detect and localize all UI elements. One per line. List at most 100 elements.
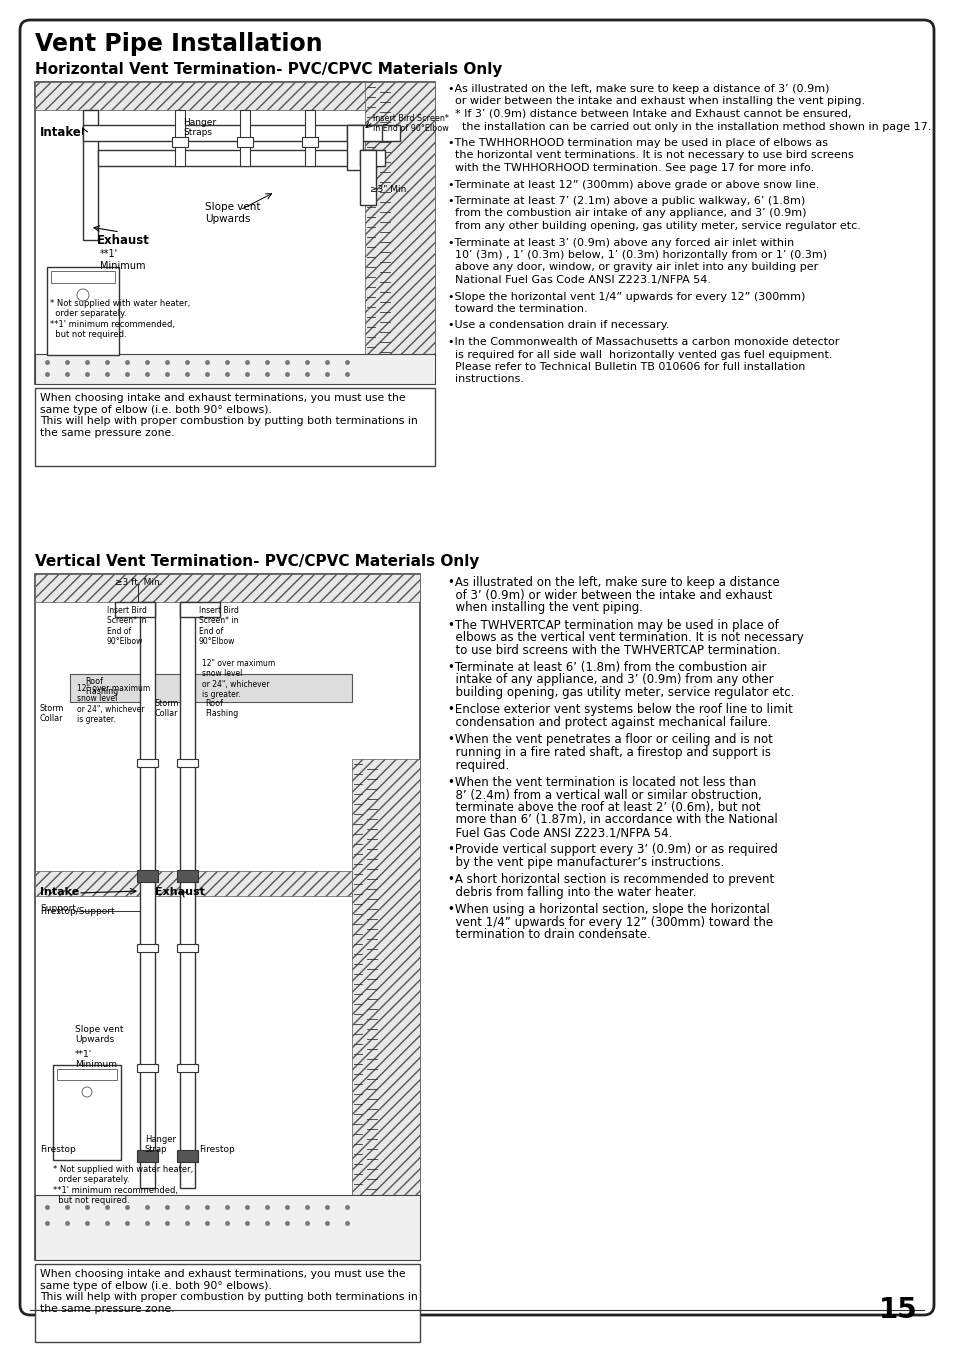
Text: required.: required. [448,758,509,771]
Circle shape [77,289,89,301]
Text: Slope vent
Upwards: Slope vent Upwards [205,203,260,224]
Text: •Provide vertical support every 3’ (0.9m) or as required: •Provide vertical support every 3’ (0.9m… [448,843,777,857]
Text: ≥3 ft. Min.: ≥3 ft. Min. [115,578,162,586]
Text: vent 1/4” upwards for every 12” (300mm) toward the: vent 1/4” upwards for every 12” (300mm) … [448,916,772,929]
Text: •When the vent penetrates a floor or ceiling and is not: •When the vent penetrates a floor or cei… [448,734,772,747]
Text: elbows as the vertical vent termination. It is not necessary: elbows as the vertical vent termination.… [448,631,803,644]
Text: condensation and protect against mechanical failure.: condensation and protect against mechani… [448,716,770,730]
Bar [177,1065,198,1071]
Text: Exhaust: Exhaust [97,234,150,247]
Text: Exhaust: Exhaust [154,888,205,897]
Text: •Terminate at least 3’ (0.9m) above any forced air inlet within: •Terminate at least 3’ (0.9m) above any … [448,238,794,247]
Bar [365,82,435,384]
Text: •As illustrated on the left, make sure to keep a distance of 3’ (0.9m): •As illustrated on the left, make sure t… [448,84,828,95]
Bar [137,759,158,767]
Text: Vertical Vent Termination- PVC/CPVC Materials Only: Vertical Vent Termination- PVC/CPVC Mate… [35,554,478,569]
Text: or wider between the intake and exhaust when installing the vent piping.: or wider between the intake and exhaust … [448,96,864,107]
Text: Please refer to Technical Bulletin TB 010606 for full installation: Please refer to Technical Bulletin TB 01… [448,362,804,372]
Text: Hanger
Straps: Hanger Straps [183,118,216,138]
Text: •The TWHVERTCAP termination may be used in place of: •The TWHVERTCAP termination may be used … [448,619,778,631]
Bar [35,388,435,466]
Text: Intake: Intake [40,888,79,897]
Text: by the vent pipe manufacturer’s instructions.: by the vent pipe manufacturer’s instruct… [448,857,723,869]
Text: ≥3" Min.: ≥3" Min. [370,185,409,195]
Bar [177,759,198,767]
Text: Firestop/Support: Firestop/Support [40,907,114,916]
Text: intake of any appliance, and 3’ (0.9m) from any other: intake of any appliance, and 3’ (0.9m) f… [448,674,773,686]
Text: 12" over maximum
snow level
or 24", whichever
is greater.: 12" over maximum snow level or 24", whic… [77,684,150,724]
Bar [174,109,185,166]
Text: Fuel Gas Code ANSI Z223.1/NFPA 54.: Fuel Gas Code ANSI Z223.1/NFPA 54. [448,825,672,839]
Bar [236,136,253,147]
Bar [35,871,352,896]
Text: Roof
Flashing: Roof Flashing [205,698,238,719]
Text: When choosing intake and exhaust terminations, you must use the
same type of elb: When choosing intake and exhaust termina… [40,1269,417,1313]
Text: instructions.: instructions. [448,374,523,385]
Text: Insert Bird Screen*
in End of 90°Elbow: Insert Bird Screen* in End of 90°Elbow [373,113,449,134]
Bar [172,136,188,147]
Bar [177,870,198,882]
Text: Intake: Intake [40,126,82,139]
Text: •A short horizontal section is recommended to prevent: •A short horizontal section is recommend… [448,874,774,886]
Bar [177,1150,198,1162]
Bar [359,150,375,205]
Text: Support: Support [40,904,76,913]
Text: * Not supplied with water heater,
  order separately.
**1' minimum recommended,
: * Not supplied with water heater, order … [50,299,190,339]
Bar [35,574,419,1260]
Text: * Not supplied with water heater,
  order separately.
**1' minimum recommended,
: * Not supplied with water heater, order … [53,1165,193,1205]
Text: 10’ (3m) , 1’ (0.3m) below, 1’ (0.3m) horizontally from or 1’ (0.3m): 10’ (3m) , 1’ (0.3m) below, 1’ (0.3m) ho… [448,250,826,259]
Text: to use bird screens with the TWHVERTCAP termination.: to use bird screens with the TWHVERTCAP … [448,643,780,657]
Text: Vent Pipe Installation: Vent Pipe Installation [35,32,322,55]
Bar [140,603,154,1188]
Text: the horizontal vent terminations. It is not necessary to use bird screens: the horizontal vent terminations. It is … [448,150,853,161]
Bar [51,272,115,282]
Bar [70,674,352,703]
Text: from any other building opening, gas utility meter, service regulator etc.: from any other building opening, gas uti… [448,222,860,231]
Text: •Terminate at least 7’ (2.1m) above a public walkway, 6’ (1.8m): •Terminate at least 7’ (2.1m) above a pu… [448,196,804,205]
Text: debris from falling into the water heater.: debris from falling into the water heate… [448,886,696,898]
Bar [83,126,399,141]
Text: building opening, gas utility meter, service regulator etc.: building opening, gas utility meter, ser… [448,686,794,698]
Bar [57,1069,117,1079]
Text: when installing the vent piping.: when installing the vent piping. [448,601,642,613]
Bar [347,126,363,170]
Text: When choosing intake and exhaust terminations, you must use the
same type of elb: When choosing intake and exhaust termina… [40,393,417,438]
Bar [359,150,385,166]
Text: Roof
Flashing: Roof Flashing [85,677,118,696]
Bar [35,82,435,384]
Bar [180,603,220,617]
Bar [137,944,158,952]
Text: •When using a horizontal section, slope the horizontal: •When using a horizontal section, slope … [448,904,769,916]
Bar [35,354,435,384]
Text: •When the vent termination is located not less than: •When the vent termination is located no… [448,775,756,789]
Bar [347,126,381,141]
Text: with the TWHHORHOOD termination. See page 17 for more info.: with the TWHHORHOOD termination. See pag… [448,163,813,173]
FancyBboxPatch shape [20,20,933,1315]
Text: Insert Bird
Screen* in
End of
90°Elbow: Insert Bird Screen* in End of 90°Elbow [199,607,238,646]
Bar [53,1065,121,1161]
Text: •As illustrated on the left, make sure to keep a distance: •As illustrated on the left, make sure t… [448,576,779,589]
Text: Storm
Collar: Storm Collar [154,698,179,719]
Text: Horizontal Vent Termination- PVC/CPVC Materials Only: Horizontal Vent Termination- PVC/CPVC Ma… [35,62,502,77]
Text: •In the Commonwealth of Massachusetts a carbon monoxide detector: •In the Commonwealth of Massachusetts a … [448,336,839,347]
Text: is required for all side wall  horizontally vented gas fuel equipment.: is required for all side wall horizontal… [448,350,832,359]
Text: running in a fire rated shaft, a firestop and support is: running in a fire rated shaft, a firesto… [448,746,770,759]
Bar [35,1196,419,1260]
Text: **1'
Minimum: **1' Minimum [100,249,146,270]
Text: of 3’ (0.9m) or wider between the intake and exhaust: of 3’ (0.9m) or wider between the intake… [448,589,772,601]
Text: •Enclose exterior vent systems below the roof line to limit: •Enclose exterior vent systems below the… [448,704,792,716]
Text: •The TWHHORHOOD termination may be used in place of elbows as: •The TWHHORHOOD termination may be used … [448,138,827,149]
Text: **1'
Minimum: **1' Minimum [75,1050,117,1070]
Bar [115,603,154,617]
Bar [35,574,419,603]
Text: •Terminate at least 6’ (1.8m) from the combustion air: •Terminate at least 6’ (1.8m) from the c… [448,661,766,674]
Bar [137,1065,158,1071]
Text: termination to drain condensate.: termination to drain condensate. [448,928,650,942]
Text: Firestop: Firestop [40,1146,75,1154]
Text: 8’ (2.4m) from a vertical wall or similar obstruction,: 8’ (2.4m) from a vertical wall or simila… [448,789,761,801]
Text: •Use a condensation drain if necessary.: •Use a condensation drain if necessary. [448,320,669,331]
Text: Insert Bird
Screen* in
End of
90°Elbow: Insert Bird Screen* in End of 90°Elbow [107,607,147,646]
Bar [180,603,194,1188]
Bar [83,109,98,240]
Bar [35,82,435,109]
